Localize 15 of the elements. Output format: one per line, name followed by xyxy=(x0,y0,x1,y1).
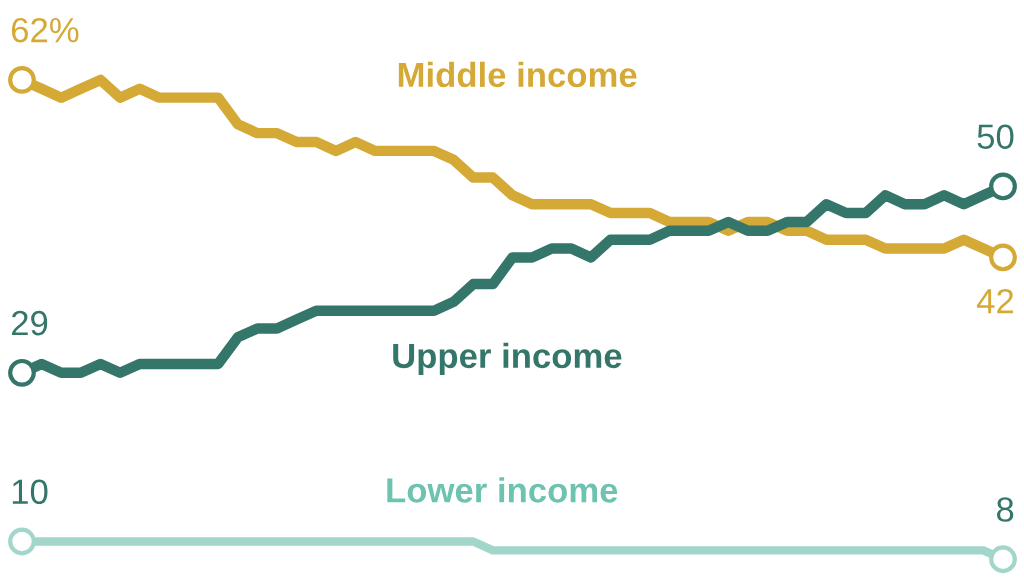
point xyxy=(8,527,36,556)
data-label: 62% xyxy=(11,17,79,43)
point xyxy=(989,243,1017,272)
data-label: 8 xyxy=(996,497,1014,522)
series-label: Lower income xyxy=(387,477,618,503)
point xyxy=(8,358,36,387)
data-label: 42 xyxy=(976,288,1014,314)
data-label: 10 xyxy=(12,479,48,505)
series-label: Middle income xyxy=(398,61,637,88)
point xyxy=(8,66,36,94)
data-label: 29 xyxy=(11,310,48,336)
data-label: 50 xyxy=(977,124,1014,149)
point xyxy=(989,545,1017,574)
series-label: Upper income xyxy=(393,342,622,376)
point xyxy=(989,172,1017,201)
